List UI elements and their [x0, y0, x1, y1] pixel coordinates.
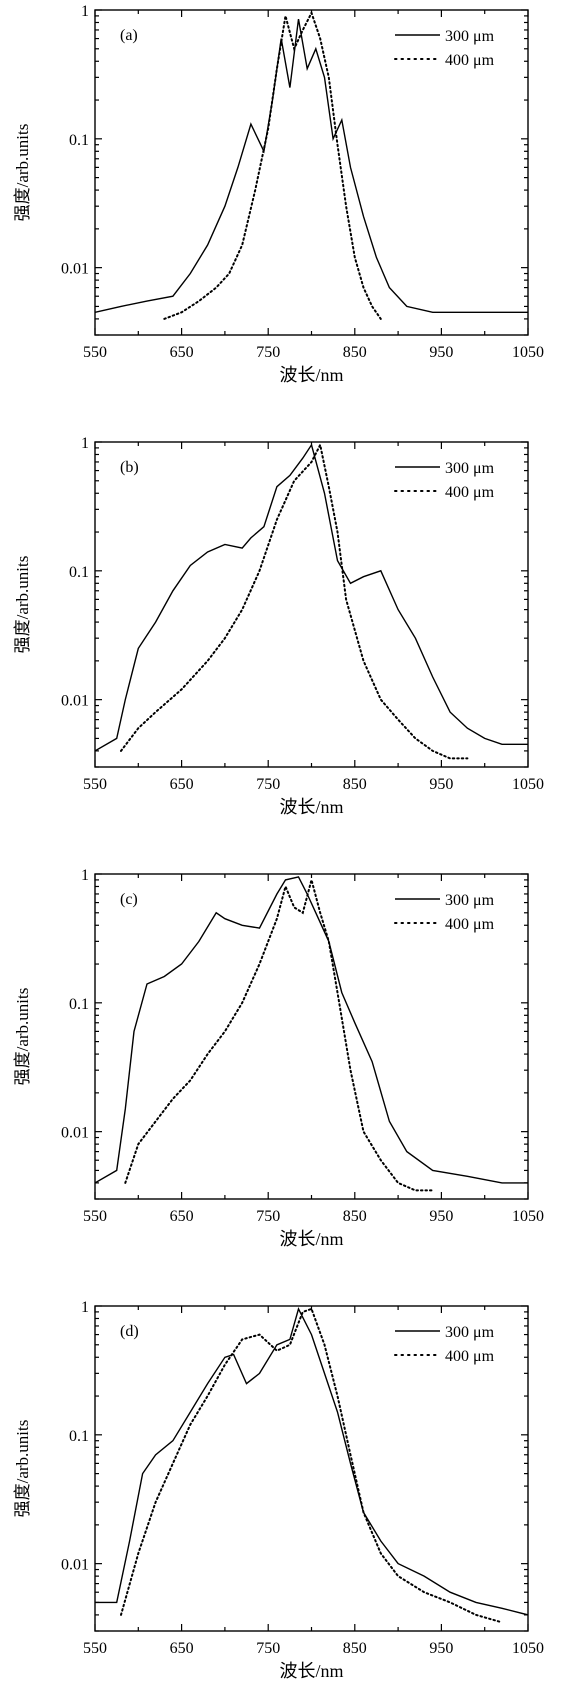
y-tick-label: 1 — [81, 867, 89, 884]
y-tick-label: 0.1 — [69, 132, 89, 149]
x-tick-label: 550 — [83, 344, 107, 361]
legend-label-300um: 300 μm — [445, 892, 495, 909]
x-tick-label: 550 — [83, 1208, 107, 1225]
series-line-300um — [95, 443, 528, 752]
series-line-300um — [95, 876, 528, 1184]
chart-panel-d: 550 650 750 850 950 1050 1 0.1 0.01 (d) 300 μm 400 … — [13, 1299, 544, 1681]
series-line-300um — [95, 1306, 528, 1616]
series-line-300um — [95, 18, 528, 313]
chart-panel-a: 550 650 750 850 950 1050 1 0.1 0.01 (a) 300 μm 400 … — [13, 3, 544, 385]
x-tick-label: 950 — [429, 1640, 453, 1657]
x-tick-label: 750 — [256, 1640, 280, 1657]
x-tick-label: 550 — [83, 1640, 107, 1657]
legend-label-400um: 400 μm — [445, 916, 495, 933]
y-axis-label: 强度/arb.units — [13, 556, 32, 654]
series-line-400um — [120, 442, 469, 760]
x-tick-label: 550 — [83, 776, 107, 793]
x-axis-label: 波长/nm — [279, 365, 343, 385]
y-tick-label: 1 — [81, 3, 89, 20]
legend-label-400um: 400 μm — [445, 52, 495, 69]
x-tick-label: 750 — [256, 1208, 280, 1225]
y-tick-label: 1 — [81, 1299, 89, 1316]
x-tick-label: 1050 — [512, 344, 544, 361]
y-tick-label: 1 — [81, 435, 89, 452]
legend-label-400um: 400 μm — [445, 1348, 495, 1365]
y-tick-label: 0.1 — [69, 1428, 89, 1445]
series-line-400um — [163, 10, 382, 320]
legend-label-300um: 300 μm — [445, 1324, 495, 1341]
x-tick-label: 1050 — [512, 776, 544, 793]
x-tick-label: 750 — [256, 344, 280, 361]
legend-label-300um: 300 μm — [445, 460, 495, 477]
x-tick-label: 650 — [170, 1208, 194, 1225]
y-tick-label: 0.01 — [61, 1557, 89, 1574]
y-tick-label: 0.1 — [69, 996, 89, 1013]
y-tick-label: 0.01 — [61, 1125, 89, 1142]
series-line-400um — [124, 875, 434, 1192]
legend-label-300um: 300 μm — [445, 28, 495, 45]
legend-label-400um: 400 μm — [445, 484, 495, 501]
x-axis-label: 波长/nm — [279, 1229, 343, 1249]
series-line-400um — [120, 1307, 503, 1624]
x-axis-label: 波长/nm — [279, 797, 343, 817]
x-tick-label: 950 — [429, 776, 453, 793]
y-axis-label: 强度/arb.units — [13, 1420, 32, 1518]
x-tick-label: 850 — [343, 344, 367, 361]
panel-label: (d) — [120, 1323, 139, 1340]
x-tick-label: 850 — [343, 776, 367, 793]
y-axis-label: 强度/arb.units — [13, 988, 32, 1086]
x-tick-label: 650 — [170, 1640, 194, 1657]
chart-panel-c: 550 650 750 850 950 1050 1 0.1 0.01 (c) 300 μm 400 … — [13, 867, 544, 1249]
x-axis-label: 波长/nm — [279, 1661, 343, 1681]
x-tick-label: 950 — [429, 344, 453, 361]
x-tick-label: 750 — [256, 776, 280, 793]
y-tick-label: 0.01 — [61, 693, 89, 710]
x-tick-label: 1050 — [512, 1208, 544, 1225]
x-tick-label: 650 — [170, 776, 194, 793]
y-tick-label: 0.01 — [61, 261, 89, 278]
panel-label: (a) — [120, 27, 138, 44]
y-tick-label: 0.1 — [69, 564, 89, 581]
x-tick-label: 850 — [343, 1208, 367, 1225]
chart-panel-b: 550 650 750 850 950 1050 1 0.1 0.01 (b) 300 μm 400 … — [13, 435, 544, 817]
panel-label: (c) — [120, 891, 138, 908]
x-tick-label: 1050 — [512, 1640, 544, 1657]
panel-label: (b) — [120, 459, 139, 476]
x-tick-label: 950 — [429, 1208, 453, 1225]
x-tick-label: 850 — [343, 1640, 367, 1657]
x-tick-label: 650 — [170, 344, 194, 361]
y-axis-label: 强度/arb.units — [13, 124, 32, 222]
